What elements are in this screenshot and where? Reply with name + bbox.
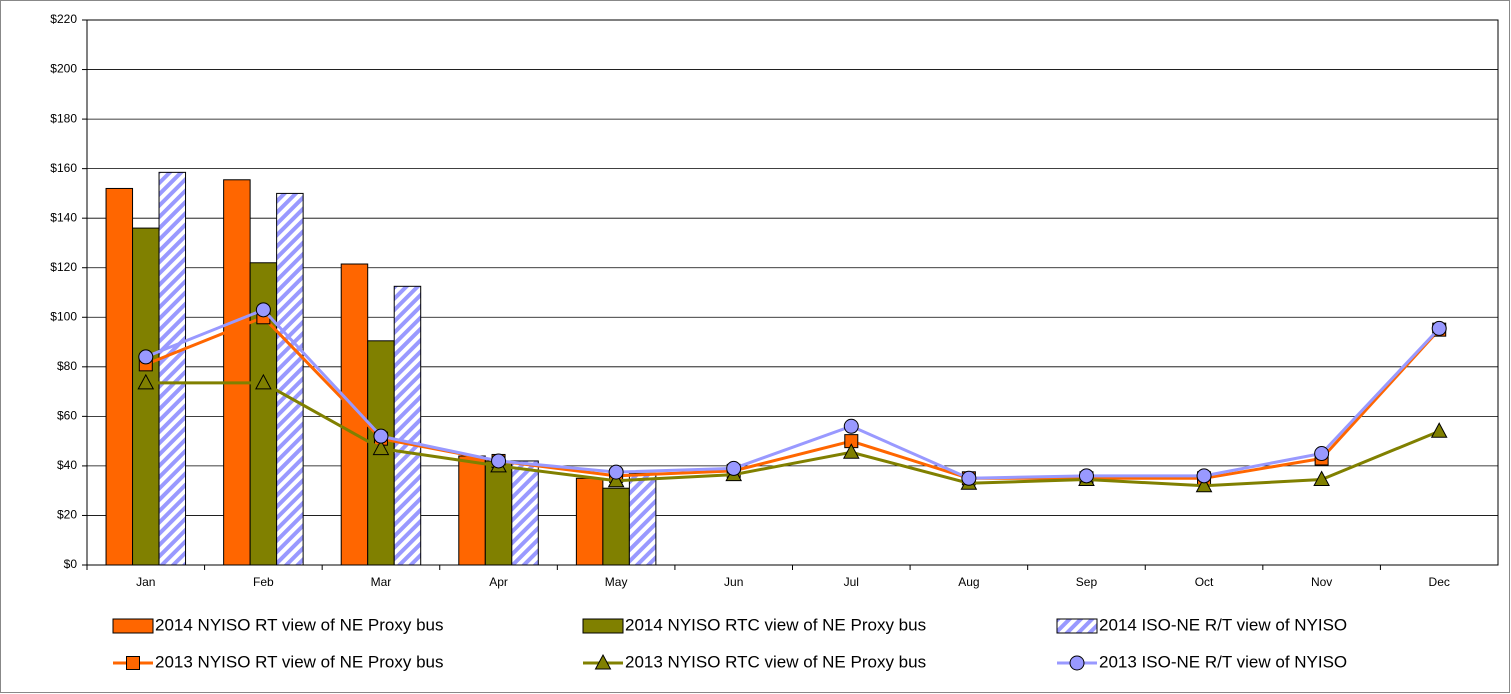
y-tick-label: $0 xyxy=(64,557,78,571)
bar xyxy=(158,171,187,566)
line xyxy=(145,315,1441,480)
x-tick-label: Oct xyxy=(1195,575,1214,589)
legend-label: 2014 NYISO RT view of NE Proxy bus xyxy=(155,615,444,634)
legend-label: 2013 NYISO RTC view of NE Proxy bus xyxy=(625,652,926,671)
legend-label: 2014 NYISO RTC view of NE Proxy bus xyxy=(625,615,926,634)
x-tick-label: Sep xyxy=(1076,575,1098,589)
line-marker xyxy=(961,470,977,486)
bar xyxy=(602,487,630,566)
y-tick-label: $40 xyxy=(57,458,77,472)
line-marker xyxy=(1195,476,1213,493)
legend-label: 2014 ISO-NE R/T view of NYISO xyxy=(1099,615,1347,634)
line-marker xyxy=(138,349,154,365)
line-marker xyxy=(255,373,272,390)
x-tick-label: Jul xyxy=(844,575,859,589)
line-marker xyxy=(608,464,624,480)
legend-label: 2013 NYISO RT view of NE Proxy bus xyxy=(155,652,444,671)
line xyxy=(145,381,1440,488)
line-marker xyxy=(842,443,860,459)
y-tick-label: $80 xyxy=(57,359,77,373)
legend-swatch xyxy=(582,618,624,634)
bar xyxy=(340,263,369,566)
line-marker xyxy=(1313,470,1330,487)
bar xyxy=(223,179,251,566)
line-marker xyxy=(843,418,859,434)
y-tick-label: $60 xyxy=(57,409,77,423)
bar xyxy=(458,455,486,566)
bar xyxy=(132,227,160,566)
legend-marker xyxy=(594,653,612,670)
y-tick-label: $200 xyxy=(50,62,77,76)
line-marker xyxy=(1430,422,1448,438)
x-tick-label: Dec xyxy=(1429,575,1450,589)
y-tick-label: $220 xyxy=(50,12,77,26)
y-tick-label: $120 xyxy=(50,260,77,274)
line-marker xyxy=(726,460,742,476)
x-tick-label: May xyxy=(605,575,628,589)
y-tick-label: $100 xyxy=(50,309,77,323)
line-marker xyxy=(1431,320,1447,336)
plot-area xyxy=(86,19,1499,566)
legend-swatch xyxy=(1056,618,1098,634)
x-tick-label: Feb xyxy=(253,575,274,589)
x-tick-label: Nov xyxy=(1311,575,1332,589)
x-tick-label: Aug xyxy=(958,575,979,589)
bar xyxy=(105,187,134,566)
y-tick-label: $20 xyxy=(57,508,77,522)
x-tick-label: Apr xyxy=(489,575,508,589)
line-marker xyxy=(373,428,389,444)
legend-marker xyxy=(126,656,140,670)
x-tick-label: Mar xyxy=(371,575,392,589)
line-marker xyxy=(491,453,507,469)
line-marker xyxy=(255,302,271,318)
bar xyxy=(511,460,539,566)
bar xyxy=(628,472,657,566)
y-tick-label: $160 xyxy=(50,161,77,175)
line-marker xyxy=(372,439,390,456)
legend-marker xyxy=(1069,655,1085,671)
line-marker xyxy=(1078,468,1094,484)
line-marker xyxy=(1314,446,1330,462)
line-marker xyxy=(1196,468,1212,484)
bar xyxy=(276,192,304,566)
bar xyxy=(484,460,513,566)
line-marker xyxy=(137,373,155,390)
x-tick-label: Jan xyxy=(136,575,155,589)
y-tick-label: $180 xyxy=(50,111,77,125)
line xyxy=(145,308,1441,480)
x-tick-label: Jun xyxy=(724,575,743,589)
legend-label: 2013 ISO-NE R/T view of NYISO xyxy=(1099,652,1347,671)
bar xyxy=(575,477,604,566)
legend-swatch xyxy=(112,618,154,634)
line-marker xyxy=(607,471,625,488)
bar xyxy=(393,285,422,566)
y-tick-label: $140 xyxy=(50,210,77,224)
